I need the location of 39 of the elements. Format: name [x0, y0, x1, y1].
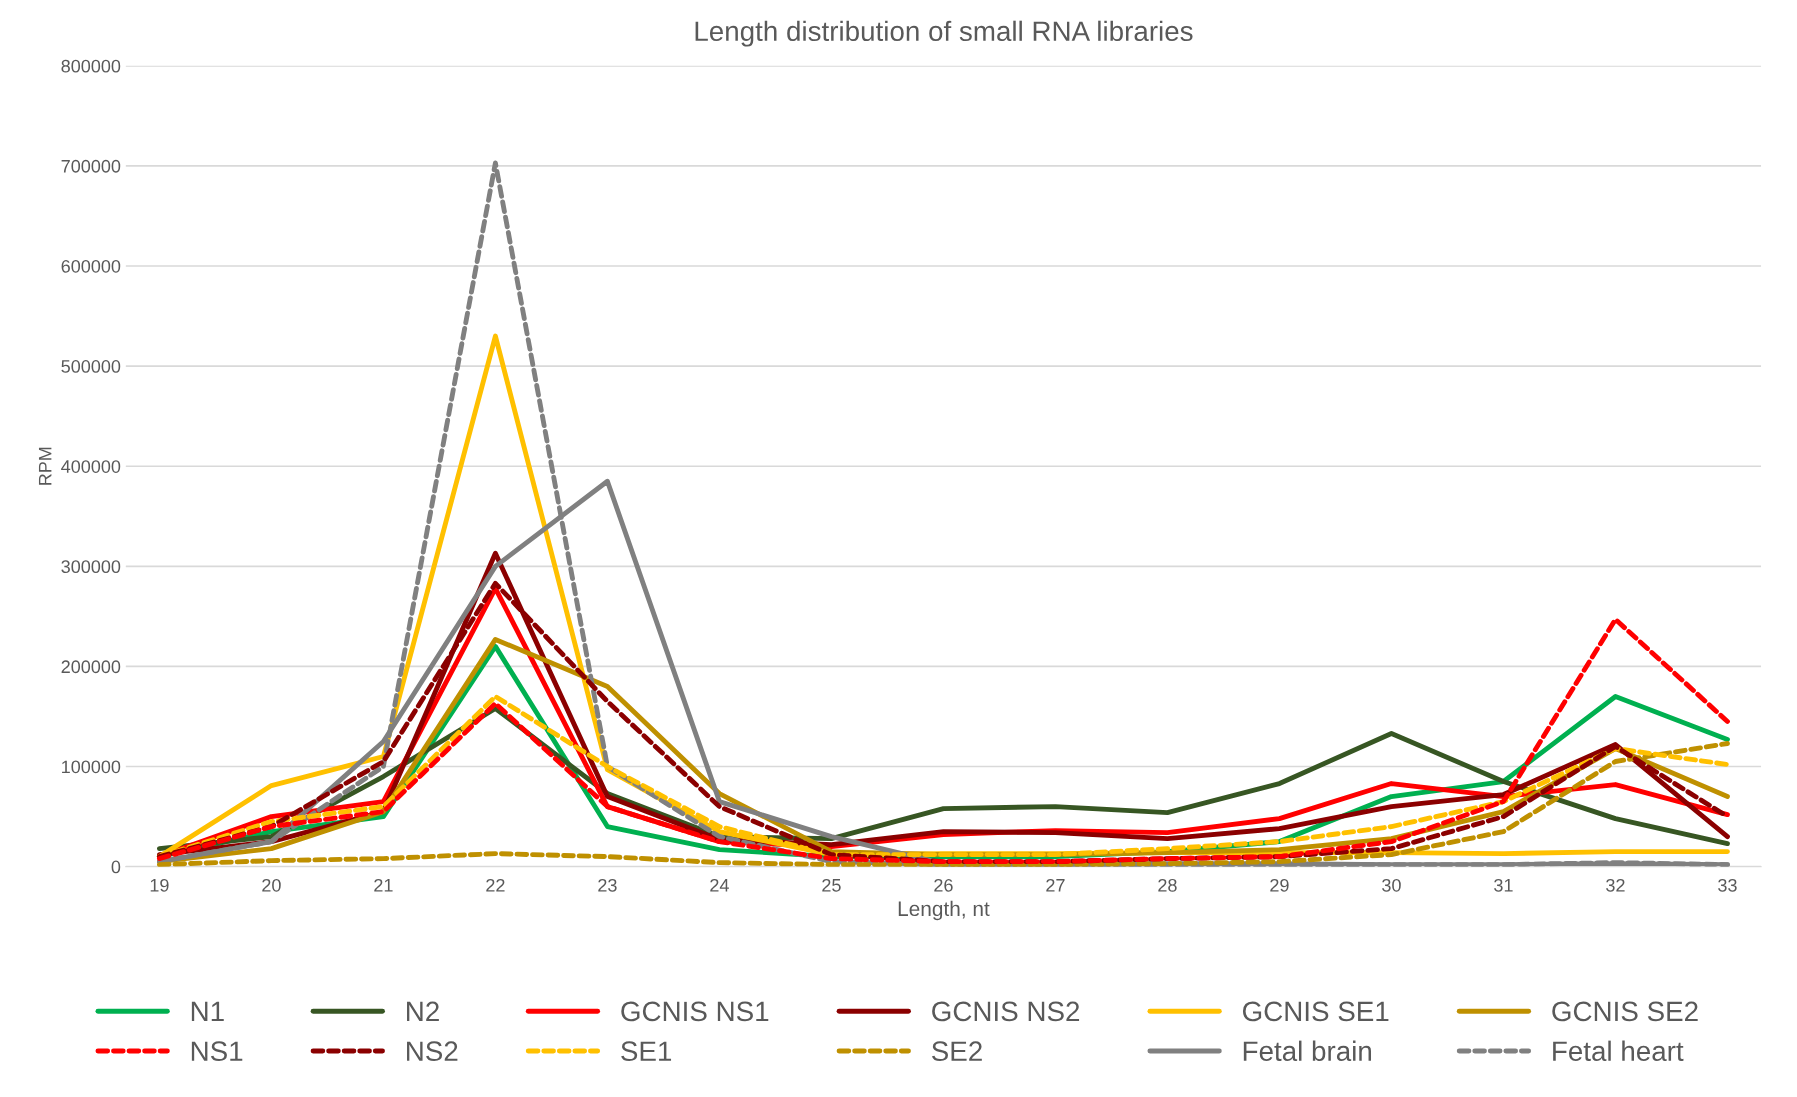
- legend-label: GCNIS SE2: [1552, 1001, 1698, 1022]
- y-tick-label: 400000: [61, 460, 121, 473]
- legend-label: GCNIS NS2: [932, 1001, 1080, 1022]
- y-tick-label: 500000: [61, 360, 121, 373]
- x-tick-label: 27: [1046, 878, 1065, 892]
- legend-label: GCNIS NS1: [621, 1001, 769, 1022]
- x-tick-label: 25: [822, 878, 841, 892]
- y-tick-label: 300000: [61, 560, 121, 574]
- x-tick-label: 22: [486, 878, 505, 892]
- legend-label: SE1: [621, 1041, 672, 1062]
- x-tick-label: 28: [1158, 878, 1177, 892]
- chart-title: Length distribution of small RNA libraries: [695, 20, 1193, 47]
- x-tick-label: 20: [262, 878, 281, 892]
- y-tick-label: 200000: [61, 660, 121, 674]
- legend-label: Fetal heart: [1553, 1040, 1684, 1062]
- y-tick-label: 100000: [62, 760, 121, 774]
- x-tick-label: 31: [1494, 878, 1513, 892]
- y-tick-label: 0: [111, 860, 121, 874]
- y-tick-label: 800000: [61, 59, 121, 73]
- x-tick-label: 19: [150, 878, 169, 892]
- x-tick-label: 30: [1382, 878, 1401, 892]
- legend-label: NS1: [191, 1041, 243, 1062]
- x-tick-label: 26: [934, 878, 953, 892]
- y-tick-label: 700000: [61, 159, 121, 173]
- x-tick-label: 29: [1270, 878, 1289, 892]
- legend-label: N1: [191, 1001, 224, 1021]
- x-tick-label: 21: [374, 878, 393, 892]
- x-tick-label: 33: [1718, 878, 1737, 892]
- x-tick-label: 23: [598, 878, 617, 892]
- legend-label: GCNIS SE1: [1242, 1001, 1389, 1022]
- x-tick-label: 32: [1606, 878, 1625, 892]
- y-tick-label: 600000: [61, 259, 121, 273]
- x-axis-title: Length, nt: [898, 900, 990, 921]
- legend-label: N2: [407, 1001, 439, 1021]
- legend-label: SE2: [931, 1041, 982, 1062]
- legend-label: NS2: [407, 1041, 458, 1062]
- y-axis-title: RPM: [38, 447, 52, 485]
- x-tick-label: 24: [710, 878, 729, 892]
- legend-label: Fetal brain: [1243, 1040, 1371, 1062]
